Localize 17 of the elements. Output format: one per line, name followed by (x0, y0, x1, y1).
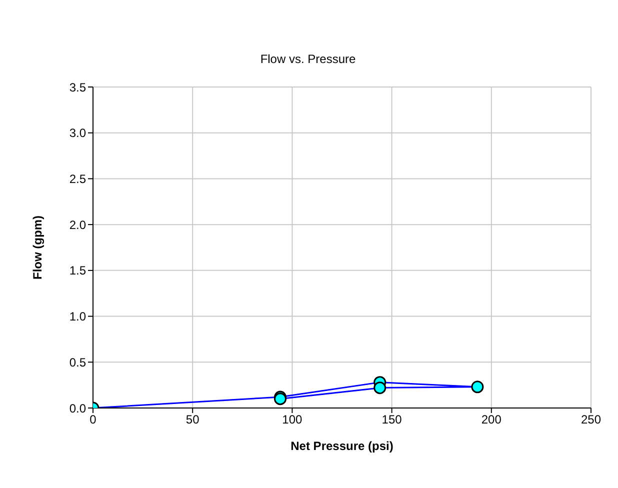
y-tick-label: 2.5 (69, 172, 86, 186)
y-tick-label: 0.0 (69, 401, 86, 416)
x-tick-label: 0 (90, 412, 97, 427)
x-axis-title: Net Pressure (psi) (290, 439, 394, 453)
x-tick-label: 200 (481, 412, 502, 427)
x-tick-label: 150 (382, 412, 402, 427)
y-tick-label: 3.5 (69, 80, 86, 94)
y-tick-label: 0.5 (69, 355, 86, 370)
x-tick-label: 50 (186, 412, 200, 427)
y-tick-label: 2.0 (69, 218, 86, 232)
x-tick-label: 250 (580, 412, 602, 427)
y-axis-title: Flow (gpm) (30, 216, 44, 280)
y-tick-label: 1.0 (69, 310, 86, 324)
y-tick-label: 3.0 (69, 126, 86, 140)
chart-title: Flow vs. Pressure (259, 52, 357, 66)
x-tick-label: 100 (282, 412, 303, 427)
y-tick-label: 1.5 (69, 264, 86, 278)
